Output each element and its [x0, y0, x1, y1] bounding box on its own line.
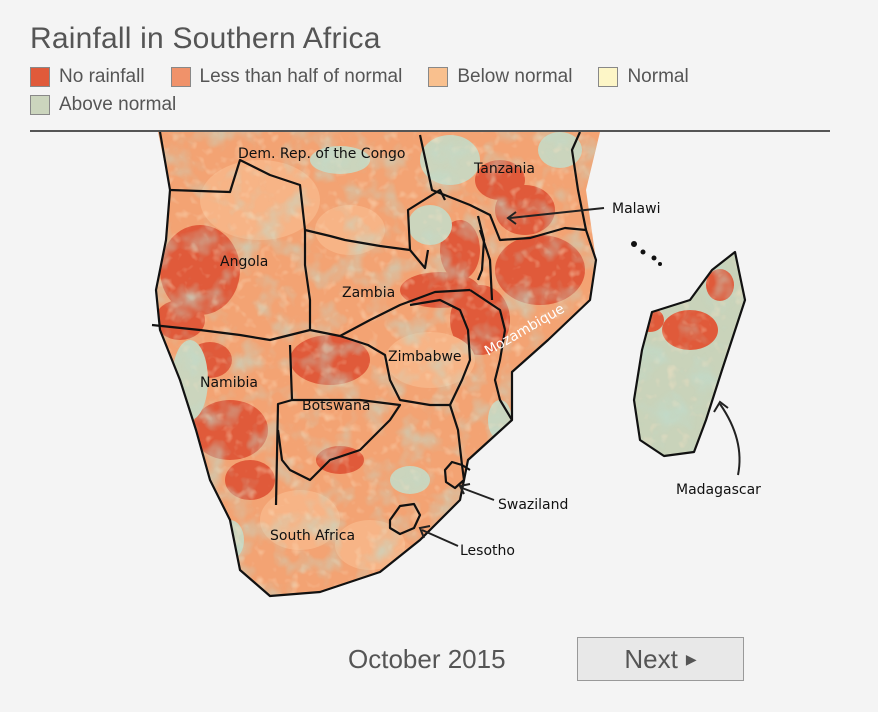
label-angola: Angola	[220, 254, 268, 270]
legend-swatch	[170, 67, 191, 87]
label-drc: Dem. Rep. of the Congo	[238, 146, 405, 162]
legend-item-less-than-half: Less than half of normal	[170, 66, 403, 88]
label-lesotho: Lesotho	[460, 543, 515, 559]
label-south-africa: South Africa	[270, 528, 355, 544]
label-malawi: Malawi	[612, 201, 660, 217]
rainfall-map: Dem. Rep. of the Congo Tanzania Angola Z…	[151, 132, 761, 598]
header-divider	[30, 130, 830, 132]
legend-swatch	[30, 95, 50, 115]
legend-label: Above normal	[59, 94, 177, 115]
legend-swatch	[30, 67, 50, 87]
annotation-arrows	[418, 207, 741, 547]
legend-label: Less than half of normal	[199, 66, 403, 87]
label-madagascar: Madagascar	[676, 482, 761, 498]
legend-item-below-normal: Below normal	[428, 66, 572, 88]
label-tanzania: Tanzania	[473, 161, 535, 177]
label-zimbabwe: Zimbabwe	[388, 349, 462, 365]
date-label: October 2015	[348, 644, 506, 674]
legend-swatch	[428, 67, 449, 87]
label-swaziland: Swaziland	[498, 497, 568, 513]
legend-item-normal: Normal	[598, 66, 689, 88]
legend-item-above-normal: Above normal	[30, 94, 176, 116]
comoros-islands	[631, 241, 662, 266]
play-arrow-icon: ▶	[685, 650, 697, 667]
legend-item-no-rainfall: No rainfall	[30, 66, 145, 88]
label-zambia: Zambia	[342, 285, 395, 301]
label-namibia: Namibia	[200, 375, 258, 391]
label-botswana: Botswana	[302, 398, 370, 414]
legend: No rainfall Less than half of normal Bel…	[30, 66, 810, 116]
legend-label: Below normal	[457, 66, 573, 87]
country-borders	[151, 132, 747, 598]
next-button[interactable]: Next ▶	[577, 637, 744, 681]
legend-label: No rainfall	[59, 66, 145, 87]
chart-title: Rainfall in Southern Africa	[30, 22, 381, 55]
legend-label: Normal	[627, 66, 689, 87]
next-button-label: Next	[624, 643, 678, 674]
legend-swatch	[598, 67, 619, 87]
